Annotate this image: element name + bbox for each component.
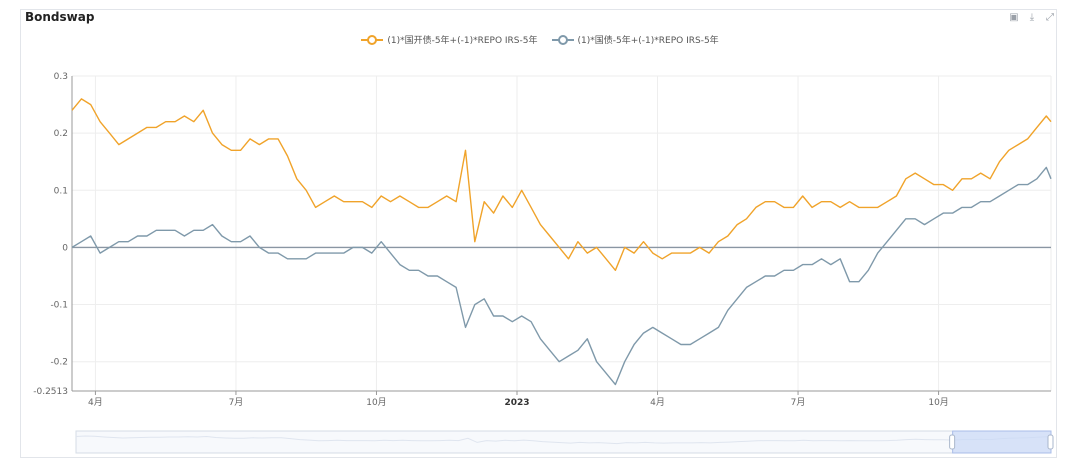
- y-tick-label: -0.1: [50, 301, 68, 311]
- series-line-1: [71, 98, 1052, 271]
- y-tick-label: 0: [62, 243, 68, 253]
- y-tick-label: 0.1: [54, 186, 68, 196]
- legend-swatch-series-2: [551, 34, 574, 45]
- chart-title: Bondswap: [25, 10, 95, 24]
- x-tick-label: 4月: [650, 397, 665, 408]
- zoom-handle-left[interactable]: [949, 434, 956, 450]
- zoom-window[interactable]: [952, 430, 1052, 454]
- chart-legend: (1)*国开债-5年+(-1)*REPO IRS-5年 (1)*国债-5年+(-…: [0, 33, 1080, 46]
- y-tick-label: -0.2: [50, 358, 68, 368]
- x-tick-label: 7月: [791, 397, 806, 408]
- y-tick-label: -0.2513: [33, 387, 68, 397]
- legend-item-series-1[interactable]: (1)*国开债-5年+(-1)*REPO IRS-5年: [361, 33, 538, 46]
- zoom-handle-right[interactable]: [1047, 434, 1054, 450]
- image-icon[interactable]: ▣: [1009, 12, 1019, 23]
- legend-item-series-2[interactable]: (1)*国债-5年+(-1)*REPO IRS-5年: [551, 33, 719, 46]
- chart-panel: [20, 9, 1057, 458]
- x-tick-label: 10月: [366, 397, 386, 408]
- zoom-track: [75, 430, 1052, 454]
- legend-label-series-1: (1)*国开债-5年+(-1)*REPO IRS-5年: [387, 36, 538, 46]
- x-tick-label: 7月: [229, 397, 244, 408]
- download-icon[interactable]: ⤓: [1029, 12, 1035, 23]
- legend-label-series-2: (1)*国债-5年+(-1)*REPO IRS-5年: [577, 36, 719, 46]
- x-tick-label: 10月: [928, 397, 948, 408]
- x-tick-label: 4月: [88, 397, 103, 408]
- legend-swatch-series-1: [361, 34, 384, 45]
- y-tick-label: 0.2: [54, 129, 68, 139]
- expand-icon[interactable]: ⤢: [1046, 12, 1054, 23]
- x-tick-label: 2023: [504, 398, 529, 408]
- series-line-2: [71, 166, 1052, 386]
- chart-toolbar: ▣ ⤓ ⤢: [1008, 12, 1056, 24]
- y-tick-label: 0.3: [54, 72, 68, 82]
- zoom-preview-line: [75, 435, 1052, 445]
